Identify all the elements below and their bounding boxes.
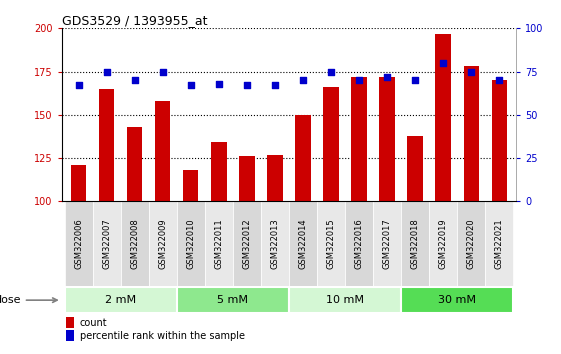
Point [355,78,364,83]
Text: 30 mM: 30 mM [438,295,476,305]
Bar [289,201,317,286]
Point [467,69,476,74]
Text: GSM322016: GSM322016 [355,218,364,269]
Point [439,60,448,66]
Bar [289,287,401,313]
Text: GSM322011: GSM322011 [214,218,223,269]
Text: GSM322012: GSM322012 [242,218,251,269]
Text: count: count [80,318,108,328]
Bar [211,142,227,201]
Bar [177,201,205,286]
Bar [401,287,513,313]
Text: GSM322008: GSM322008 [130,218,139,269]
Text: percentile rank within the sample: percentile rank within the sample [80,331,245,341]
Bar [463,66,479,201]
Bar [183,170,199,201]
Text: GSM322015: GSM322015 [327,218,335,269]
Point [158,69,167,74]
Point [327,69,335,74]
Text: GSM322009: GSM322009 [158,218,167,269]
Bar [351,77,367,201]
Text: GSM322007: GSM322007 [102,218,111,269]
Bar [121,201,149,286]
Bar [435,34,451,201]
Bar [71,165,86,201]
Bar [457,201,485,286]
Bar [485,201,513,286]
Bar [407,136,423,201]
Text: GSM322006: GSM322006 [74,218,83,269]
Bar [295,115,311,201]
Bar [233,201,261,286]
Bar [379,77,395,201]
Bar [205,201,233,286]
Text: GSM322010: GSM322010 [186,218,195,269]
Text: GSM322013: GSM322013 [270,218,279,269]
Text: GSM322021: GSM322021 [495,218,504,269]
Text: GSM322018: GSM322018 [411,218,420,269]
Point [270,82,279,88]
Text: dose: dose [0,295,57,305]
Bar [66,330,75,341]
Bar [491,80,507,201]
Text: GSM322019: GSM322019 [439,218,448,269]
Bar [261,201,289,286]
Bar [99,89,114,201]
Bar [127,127,142,201]
Bar [401,201,429,286]
Bar [66,316,75,327]
Text: 5 mM: 5 mM [217,295,249,305]
Text: GSM322020: GSM322020 [467,218,476,269]
Point [74,82,83,88]
Point [186,82,195,88]
Text: GDS3529 / 1393955_at: GDS3529 / 1393955_at [62,14,207,27]
Point [130,78,139,83]
Bar [149,201,177,286]
Bar [65,201,93,286]
Bar [345,201,373,286]
Bar [93,201,121,286]
Point [242,82,251,88]
Point [383,74,392,80]
Bar [155,101,171,201]
Point [411,78,420,83]
Bar [267,155,283,201]
Point [298,78,307,83]
Bar [239,156,255,201]
Bar [429,201,457,286]
Text: GSM322014: GSM322014 [298,218,307,269]
Bar [317,201,345,286]
Text: 2 mM: 2 mM [105,295,136,305]
Bar [177,287,289,313]
Bar [323,87,339,201]
Text: GSM322017: GSM322017 [383,218,392,269]
Point [214,81,223,86]
Bar [373,201,401,286]
Point [102,69,111,74]
Text: 10 mM: 10 mM [326,295,364,305]
Bar [65,287,177,313]
Point [495,78,504,83]
